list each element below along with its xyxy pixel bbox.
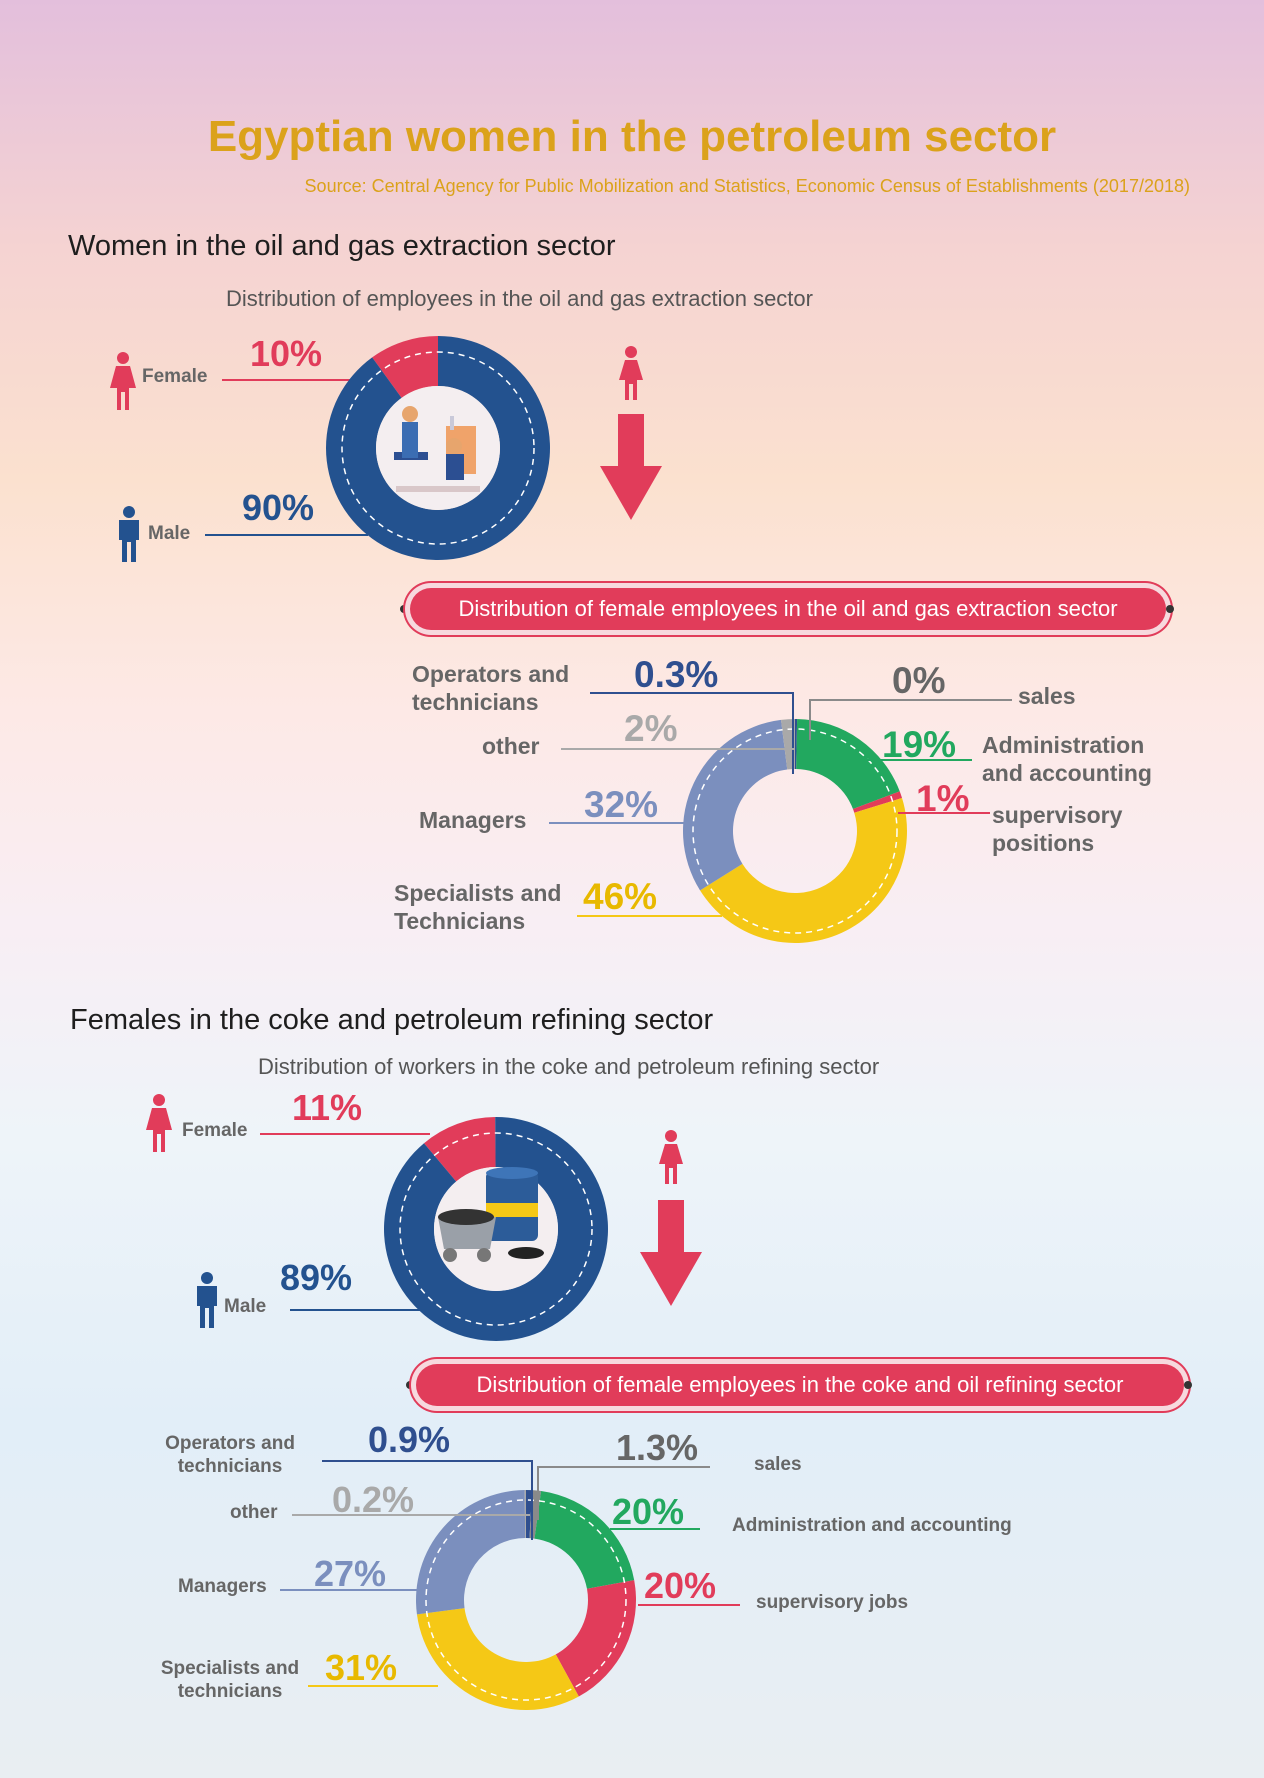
section1-managers-label: Managers: [419, 807, 527, 833]
section1-managers-pct: 32%: [584, 784, 659, 825]
dashed-ring: [399, 1132, 593, 1326]
slice-administration-and-accounting: [534, 1491, 635, 1589]
section2-other-label: other: [230, 1502, 278, 1523]
section1-gender-donut: [326, 336, 550, 560]
section1-sales-label: sales: [1018, 683, 1076, 709]
section2-operators-pct: 0.9%: [368, 1419, 451, 1460]
slice-managers: [683, 719, 788, 891]
section1-operators-label: Operators and technicians: [412, 661, 570, 715]
slice-male: [326, 336, 550, 560]
slice-female: [372, 336, 438, 398]
female-icon: [110, 352, 136, 410]
section1-supervisory-pct: 1%: [916, 778, 970, 819]
section2-supervisory-label: supervisory jobs: [756, 1592, 909, 1613]
section1-other-label: other: [482, 733, 540, 759]
banner-dot-right: [1166, 605, 1174, 613]
male-icon: [197, 1272, 217, 1328]
section1-specialists-label: Specialists and Technicians: [394, 880, 562, 934]
slice-managers: [416, 1490, 526, 1615]
section1-subtitle: Distribution of employees in the oil and…: [226, 286, 813, 311]
section2-managers-pct: 27%: [314, 1553, 387, 1594]
coke-barrel-illustration: [434, 1167, 558, 1291]
section2-banner: Distribution of female employees in the …: [416, 1364, 1184, 1406]
section2-sales-pct: 1.3%: [616, 1427, 699, 1468]
oil-workers-illustration: [376, 386, 500, 510]
banner-dot-left: [406, 1381, 414, 1389]
slice-operators-and-technicians: [795, 719, 798, 770]
section2-specialists-label: Specialists and technicians: [160, 1658, 300, 1702]
section2-subtitle: Distribution of workers in the coke and …: [258, 1054, 880, 1079]
section2-admin-label: Administration and accounting: [732, 1515, 1012, 1536]
section1-admin-pct: 19%: [882, 724, 957, 765]
slice-supervisory-jobs: [555, 1580, 636, 1697]
section2-female-label: Female: [182, 1120, 248, 1141]
slice-specialists-and-technicians: [700, 797, 907, 943]
section1-occupation-donut: [683, 719, 907, 943]
section1-specialists-pct: 46%: [583, 876, 658, 917]
section2-operators-label: Operators and technicians: [165, 1433, 295, 1477]
banner-dot-left: [400, 605, 408, 613]
section1-operators-pct: 0.3%: [634, 654, 719, 695]
section2-gender-donut: [384, 1117, 608, 1341]
male-icon: [119, 506, 139, 562]
section2-supervisory-pct: 20%: [644, 1565, 717, 1606]
section1-male-pct: 90%: [242, 487, 315, 528]
section2-sales-label: sales: [754, 1454, 802, 1475]
section1-heading: Women in the oil and gas extraction sect…: [68, 230, 616, 262]
section1-banner: Distribution of female employees in the …: [410, 588, 1166, 630]
slice-specialists-and-technicians: [416, 1608, 579, 1710]
female-icon-small: [619, 346, 643, 400]
section1-female-label: Female: [142, 366, 208, 387]
dashed-ring: [692, 728, 898, 934]
slice-other: [781, 719, 795, 770]
female-icon-small: [659, 1130, 683, 1184]
section2-admin-pct: 20%: [612, 1491, 685, 1532]
section1-sales-pct: 0%: [892, 660, 946, 701]
down-arrow-icon: [640, 1200, 702, 1306]
slice-supervisory-positions: [852, 791, 903, 813]
section1-supervisory-label: supervisory positions: [992, 802, 1123, 856]
section2-specialists-pct: 31%: [325, 1647, 398, 1688]
section1-male-label: Male: [148, 523, 191, 544]
section1-admin-label: Administration and accounting: [982, 732, 1152, 786]
section2-female-pct: 11%: [292, 1087, 363, 1128]
down-arrow-icon: [600, 414, 662, 520]
section2-managers-label: Managers: [178, 1576, 267, 1597]
source-note: Source: Central Agency for Public Mobili…: [304, 176, 1190, 196]
page-title: Egyptian women in the petroleum sector: [207, 112, 1057, 161]
dashed-ring: [341, 351, 535, 545]
female-icon: [146, 1094, 172, 1152]
section2-male-label: Male: [224, 1296, 267, 1317]
section2-male-pct: 89%: [280, 1257, 353, 1298]
section1-female-pct: 10%: [250, 333, 323, 374]
slice-female: [424, 1117, 496, 1182]
section1-other-pct: 2%: [624, 708, 678, 749]
section2-heading: Females in the coke and petroleum refini…: [70, 1004, 714, 1036]
section2-occupation-donut: [416, 1490, 636, 1710]
slice-male: [384, 1117, 608, 1341]
banner-dot-right: [1184, 1381, 1192, 1389]
dashed-ring: [425, 1499, 627, 1701]
section2-other-pct: 0.2%: [332, 1479, 415, 1520]
slice-administration-and-accounting: [796, 719, 900, 810]
